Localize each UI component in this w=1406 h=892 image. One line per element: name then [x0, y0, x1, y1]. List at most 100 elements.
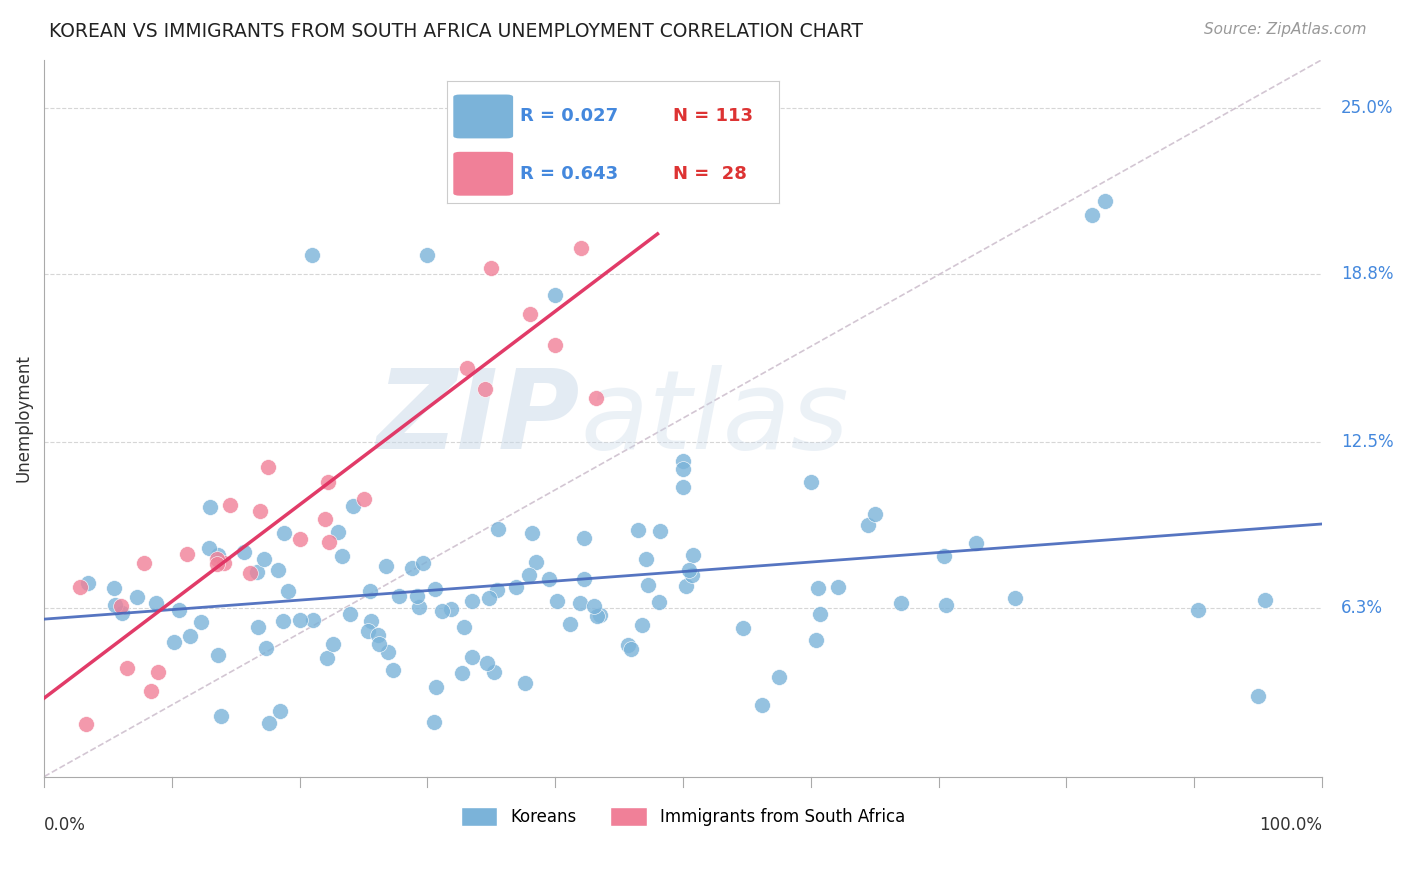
Point — [474, 382, 496, 396]
Point — [1247, 690, 1270, 704]
Text: 12.5%: 12.5% — [1341, 434, 1393, 451]
Point — [117, 661, 139, 675]
Point — [401, 561, 423, 575]
Point — [267, 563, 290, 577]
Point — [672, 462, 695, 476]
Point — [205, 552, 228, 566]
Point — [257, 716, 280, 731]
Point — [440, 602, 463, 616]
Point — [461, 649, 484, 664]
Point — [935, 598, 957, 612]
Point — [479, 260, 502, 275]
Point — [430, 603, 453, 617]
Point — [405, 589, 427, 603]
Text: ZIP: ZIP — [377, 365, 581, 472]
Point — [75, 717, 97, 731]
Point — [453, 620, 475, 634]
Point — [205, 557, 228, 571]
Point — [486, 522, 509, 536]
Point — [863, 508, 886, 522]
Point — [589, 608, 612, 623]
Point — [134, 557, 156, 571]
Point — [412, 556, 434, 570]
Point — [249, 504, 271, 518]
Point — [301, 248, 323, 262]
Y-axis label: Unemployment: Unemployment — [15, 354, 32, 482]
Point — [517, 568, 540, 582]
Point — [273, 525, 295, 540]
Point — [219, 498, 242, 512]
Point — [636, 552, 658, 566]
Point — [485, 582, 508, 597]
Point — [544, 288, 567, 302]
Point — [672, 454, 695, 468]
Point — [425, 582, 447, 597]
Point — [582, 599, 605, 613]
Point — [163, 635, 186, 649]
Point — [408, 599, 430, 614]
Point — [1254, 593, 1277, 607]
Point — [277, 584, 299, 599]
Point — [482, 665, 505, 680]
Point — [326, 524, 349, 539]
Point — [111, 606, 134, 620]
Text: Source: ZipAtlas.com: Source: ZipAtlas.com — [1204, 22, 1367, 37]
Point — [146, 665, 169, 680]
Point — [381, 663, 404, 677]
Legend: Koreans, Immigrants from South Africa: Koreans, Immigrants from South Africa — [454, 801, 912, 833]
Point — [339, 607, 361, 621]
Point — [238, 566, 260, 580]
Point — [800, 475, 823, 490]
Point — [423, 715, 446, 730]
Point — [332, 549, 354, 563]
Point — [648, 524, 671, 538]
Point — [733, 621, 755, 635]
Point — [200, 500, 222, 515]
Point — [209, 709, 232, 723]
Point — [856, 517, 879, 532]
Point — [167, 603, 190, 617]
Point — [681, 568, 703, 582]
Point — [520, 526, 543, 541]
Point — [197, 541, 219, 556]
Point — [1187, 603, 1209, 617]
Text: 6.3%: 6.3% — [1341, 599, 1384, 617]
Point — [425, 681, 447, 695]
Point — [368, 637, 391, 651]
Point — [252, 551, 274, 566]
Point — [179, 629, 201, 643]
Point — [374, 559, 396, 574]
Point — [110, 599, 132, 613]
Point — [475, 656, 498, 670]
Point — [318, 535, 340, 549]
Point — [377, 645, 399, 659]
Point — [367, 628, 389, 642]
Point — [678, 563, 700, 577]
Point — [254, 640, 277, 655]
Point — [271, 614, 294, 628]
Point — [965, 535, 987, 549]
Point — [537, 572, 560, 586]
Point — [322, 637, 344, 651]
Point — [247, 620, 270, 634]
Point — [1004, 591, 1026, 605]
Point — [505, 580, 527, 594]
Point — [139, 684, 162, 698]
Point — [572, 572, 595, 586]
Point — [620, 641, 643, 656]
Point — [572, 531, 595, 545]
Text: atlas: atlas — [581, 365, 849, 472]
Point — [360, 614, 382, 628]
Point — [342, 500, 364, 514]
Point — [478, 591, 501, 605]
Point — [356, 624, 378, 638]
Point — [672, 480, 695, 494]
Point — [807, 582, 830, 596]
Point — [314, 512, 336, 526]
Point — [524, 555, 547, 569]
Text: KOREAN VS IMMIGRANTS FROM SOUTH AFRICA UNEMPLOYMENT CORRELATION CHART: KOREAN VS IMMIGRANTS FROM SOUTH AFRICA U… — [49, 22, 863, 41]
Point — [675, 579, 697, 593]
Point — [569, 241, 592, 255]
Point — [544, 338, 567, 352]
Point — [316, 651, 339, 665]
